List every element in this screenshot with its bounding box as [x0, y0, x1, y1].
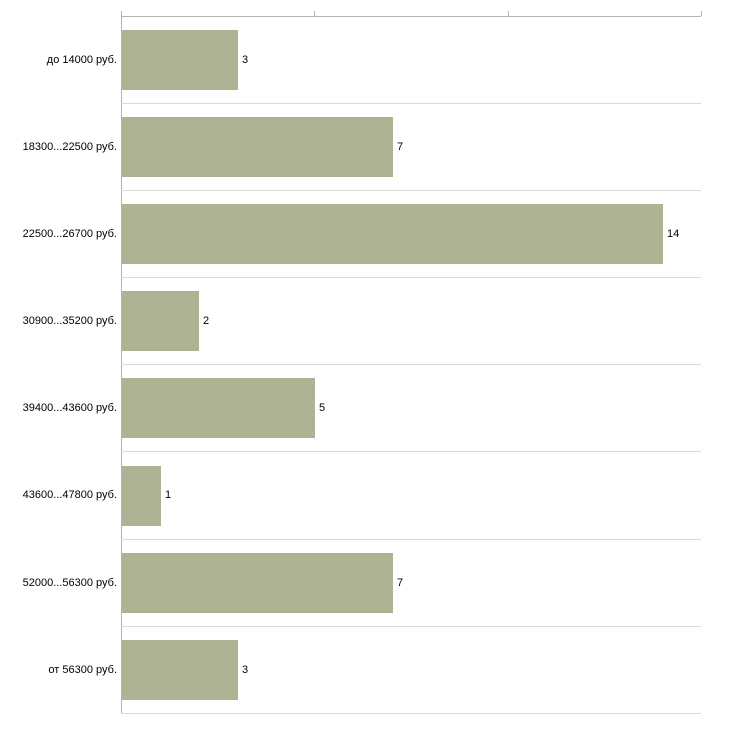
bar-value-label-3: 2 — [203, 315, 210, 327]
y-category-label-0: до 14000 руб. — [46, 54, 117, 66]
bar-0 — [122, 30, 238, 90]
y-category-label-4: 39400...43600 руб. — [22, 402, 117, 414]
y-category-label-3: 30900...35200 руб. — [22, 315, 117, 327]
x-axis-line — [121, 16, 701, 17]
y-category-label-6: 52000...56300 руб. — [22, 577, 117, 589]
bar-1 — [122, 117, 393, 177]
bar-value-label-4: 5 — [319, 402, 326, 414]
x-tick-mark-0 — [121, 11, 122, 16]
bar-value-label-0: 3 — [242, 54, 249, 66]
bar-6 — [122, 553, 393, 613]
x-tick-mark-3 — [701, 11, 702, 16]
bar-value-label-1: 7 — [397, 141, 404, 153]
bar-value-label-2: 14 — [667, 228, 680, 240]
bar-3 — [122, 291, 199, 351]
row-separator — [121, 103, 701, 104]
bar-value-label-5: 1 — [165, 489, 172, 501]
y-category-label-1: 18300...22500 руб. — [22, 141, 117, 153]
bar-value-label-7: 3 — [242, 664, 249, 676]
row-separator — [121, 451, 701, 452]
bar-7 — [122, 640, 238, 700]
row-separator — [121, 539, 701, 540]
x-tick-mark-1 — [314, 11, 315, 16]
y-category-label-2: 22500...26700 руб. — [22, 228, 117, 240]
bar-value-label-6: 7 — [397, 577, 404, 589]
y-category-label-7: от 56300 руб. — [48, 664, 117, 676]
y-category-label-5: 43600...47800 руб. — [22, 489, 117, 501]
row-separator — [121, 277, 701, 278]
bar-5 — [122, 466, 161, 526]
row-separator — [121, 364, 701, 365]
row-separator — [121, 713, 701, 714]
bar-2 — [122, 204, 663, 264]
row-separator — [121, 190, 701, 191]
bar-4 — [122, 378, 315, 438]
row-separator — [121, 626, 701, 627]
x-tick-mark-2 — [508, 11, 509, 16]
